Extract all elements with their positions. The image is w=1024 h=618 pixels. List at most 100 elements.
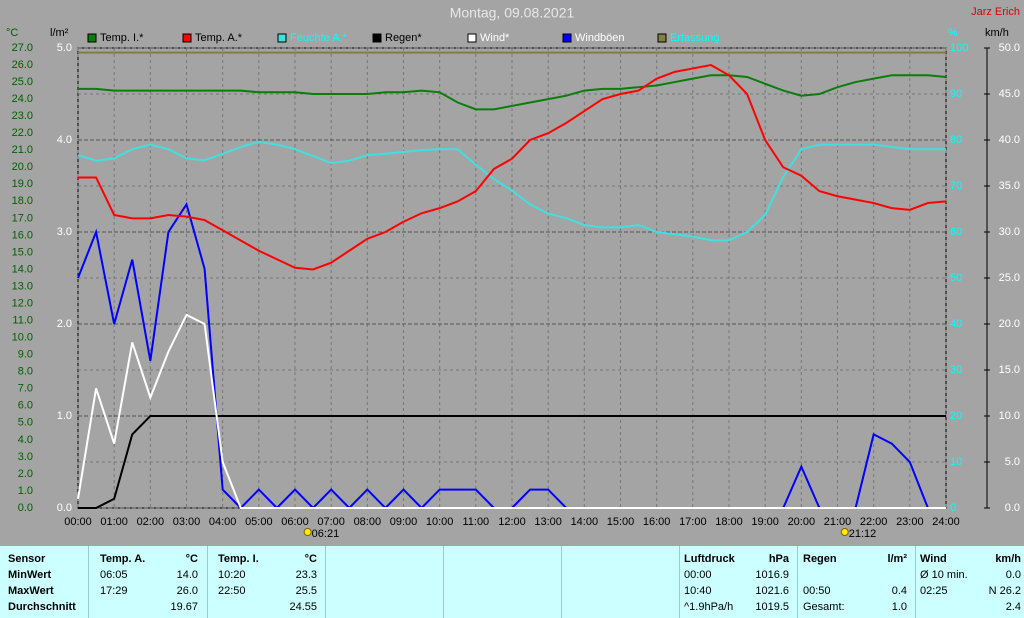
y2-tick-label: 5.0 (57, 42, 72, 54)
y4-tick-label: 5.0 (1005, 456, 1020, 468)
x-tick-label: 15:00 (607, 516, 635, 528)
x-tick-label: 05:00 (245, 516, 273, 528)
x-tick-label: 02:00 (137, 516, 165, 528)
y-tick-label: 8.0 (18, 366, 33, 378)
y-tick-label: 16.0 (12, 229, 33, 241)
y3-tick-label: 20 (950, 410, 962, 422)
table-cell: 06:05 (100, 569, 128, 581)
y-tick-label: 25.0 (12, 76, 33, 88)
y3-axis-title: % (948, 27, 958, 39)
table-cell: 02:25 (920, 585, 948, 597)
table-cell: 1.0 (891, 601, 907, 613)
y-axis-title: °C (6, 27, 18, 39)
header-cell: hPa (768, 553, 789, 565)
y3-tick-label: 30 (950, 364, 962, 376)
legend-label: Regen* (385, 32, 422, 44)
x-tick-label: 17:00 (679, 516, 707, 528)
row-label: MaxWert (8, 585, 54, 597)
header-cell: Luftdruck (684, 553, 735, 565)
x-tick-label: 00:00 (64, 516, 92, 528)
x-tick-label: 14:00 (571, 516, 599, 528)
y-tick-label: 10.0 (12, 332, 33, 344)
series-line (78, 74, 947, 111)
table-cell: 22:50 (218, 585, 246, 597)
table-cell: Gesamt: (803, 601, 845, 613)
y4-tick-label: 10.0 (999, 410, 1020, 422)
x-tick-label: 18:00 (715, 516, 743, 528)
legend-swatch (657, 33, 667, 43)
y2-tick-label: 4.0 (57, 134, 72, 146)
series-line (78, 415, 946, 509)
legend-label: Temp. A.* (195, 32, 243, 44)
table-cell: 10:20 (218, 569, 246, 581)
series-line (77, 313, 946, 509)
y-tick-label: 7.0 (18, 383, 33, 395)
y4-tick-label: 45.0 (999, 88, 1020, 100)
x-tick-label: 01:00 (100, 516, 128, 528)
y-tick-label: 4.0 (18, 434, 33, 446)
series-line (78, 63, 947, 271)
table-cell: 17:29 (100, 585, 128, 597)
legend-label: Wind* (480, 32, 510, 44)
y-tick-label: 20.0 (12, 161, 33, 173)
legend-label: Feuchte A.* (290, 32, 348, 44)
x-tick-label: 08:00 (354, 516, 382, 528)
column-separator (797, 546, 798, 618)
y3-tick-label: 80 (950, 134, 962, 146)
y3-tick-label: 70 (950, 180, 962, 192)
legend-swatch (467, 33, 477, 43)
table-cell: 0.4 (891, 585, 907, 597)
y3-tick-label: 50 (950, 272, 962, 284)
y-tick-label: 9.0 (18, 349, 33, 361)
y4-tick-label: 15.0 (999, 364, 1020, 376)
sun-icon (303, 528, 312, 536)
stats-table: Sensor Temp. A. °C Temp. I. °C Luftdruck hPa Re… (0, 546, 1024, 618)
column-separator (443, 546, 444, 618)
header-cell: km/h (995, 553, 1021, 565)
x-tick-label: 22:00 (860, 516, 888, 528)
header-cell: °C (185, 553, 198, 565)
row-label: MinWert (8, 569, 52, 581)
y-tick-label: 2.0 (18, 468, 33, 480)
y-tick-label: 19.0 (12, 178, 33, 190)
legend-label: Windböen (575, 32, 625, 44)
table-cell: 00:00 (684, 569, 712, 581)
x-tick-label: 23:00 (896, 516, 924, 528)
y-tick-label: 13.0 (12, 280, 33, 292)
y-tick-label: 27.0 (12, 42, 33, 54)
y-tick-label: 6.0 (18, 400, 33, 412)
table-cell: ^1.9hPa/h (684, 601, 734, 613)
y-tick-label: 12.0 (12, 297, 33, 309)
x-tick-label: 10:00 (426, 516, 454, 528)
y-tick-label: 14.0 (12, 263, 33, 275)
legend-swatch (277, 33, 287, 43)
table-cell: 10:40 (684, 585, 712, 597)
sun-icon (840, 528, 849, 536)
header-cell: °C (304, 553, 317, 565)
table-cell: 25.5 (295, 585, 317, 597)
header-cell: l/m² (887, 553, 907, 565)
y4-tick-label: 40.0 (999, 134, 1020, 146)
y4-tick-label: 25.0 (999, 272, 1020, 284)
y4-tick-label: 50.0 (999, 42, 1020, 54)
x-tick-label: 20:00 (788, 516, 816, 528)
y2-tick-label: 3.0 (57, 226, 72, 238)
y-tick-label: 22.0 (12, 127, 33, 139)
y-tick-label: 0.0 (18, 502, 33, 514)
y3-tick-label: 10 (950, 456, 962, 468)
column-separator (207, 546, 208, 618)
series-line (77, 140, 946, 242)
x-tick-label: 07:00 (317, 516, 345, 528)
table-cell: 1016.9 (755, 569, 789, 581)
legend-swatch (87, 33, 97, 43)
sun-time: 06:21 (312, 528, 340, 540)
y-tick-label: 23.0 (12, 110, 33, 122)
x-tick-label: 04:00 (209, 516, 237, 528)
chart: Montag, 09.08.2021 Jarz Erich °C l/m² % … (6, 5, 1020, 540)
y2-axis-title: l/m² (50, 27, 69, 39)
x-tick-label: 09:00 (390, 516, 418, 528)
x-tick-label: 11:00 (462, 516, 489, 528)
table-cell: 26.0 (176, 585, 198, 597)
x-tick-label: 21:00 (824, 516, 852, 528)
